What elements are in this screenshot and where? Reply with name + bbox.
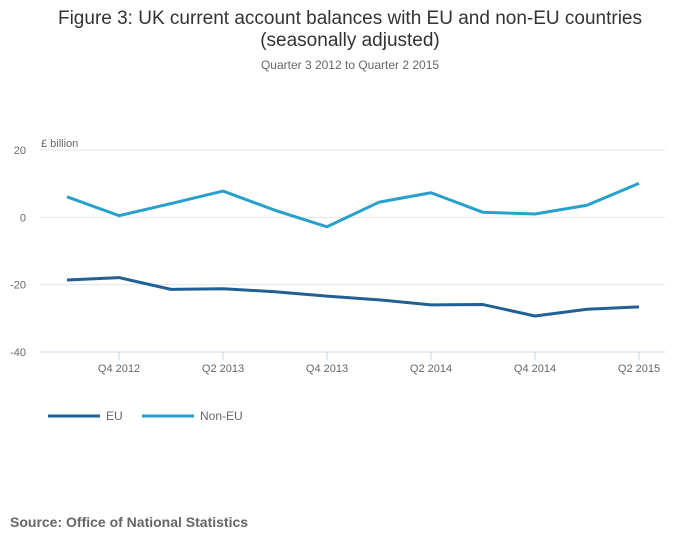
- legend-label: Non-EU: [200, 409, 243, 423]
- series-line-non-eu: [66, 181, 640, 229]
- y-tick-label: 20: [14, 145, 26, 157]
- x-tick-label: Q2 2014: [410, 363, 452, 375]
- x-tick-label: Q4 2012: [98, 363, 140, 375]
- y-axis-label: £ billion: [41, 138, 78, 150]
- title-line-1: Figure 3: UK current account balances wi…: [57, 8, 643, 29]
- y-tick-label: -40: [10, 347, 26, 359]
- x-tick-label: Q4 2013: [306, 363, 348, 375]
- y-tick-label: -20: [10, 280, 26, 292]
- title-line-2: (seasonally adjusted): [260, 30, 440, 51]
- series-line-eu: [66, 276, 640, 318]
- source-note: Source: Office of National Statistics: [10, 514, 249, 530]
- legend-label: EU: [106, 409, 123, 423]
- y-tick-label: 0: [20, 212, 26, 224]
- chart-title: Figure 3: UK current account balances wi…: [0, 8, 700, 52]
- x-tick-label: Q2 2015: [618, 363, 660, 375]
- chart-subtitle: Quarter 3 2012 to Quarter 2 2015: [260, 58, 440, 72]
- x-tick-label: Q2 2013: [202, 363, 244, 375]
- x-tick-label: Q4 2014: [514, 363, 556, 375]
